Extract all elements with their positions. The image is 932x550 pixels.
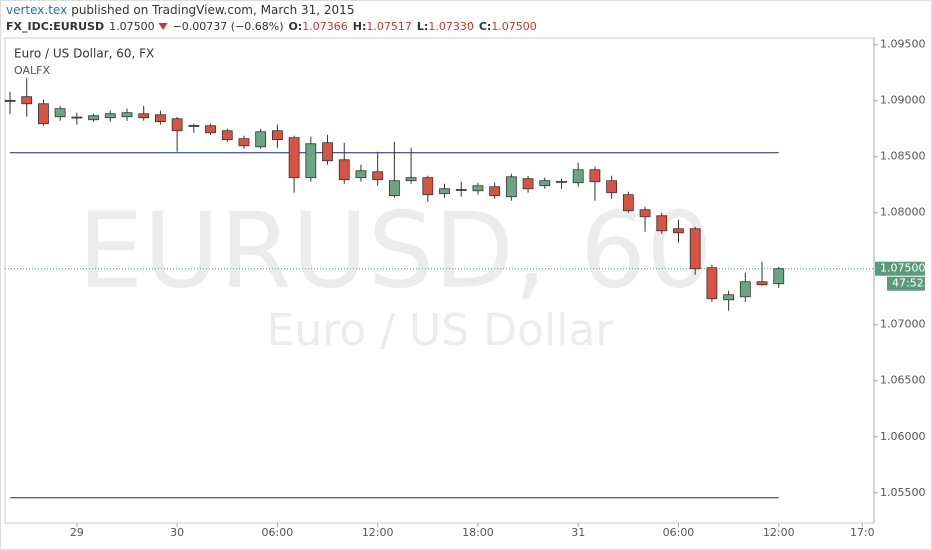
candle-body <box>522 178 534 190</box>
x-tick-label: 12:00 <box>362 526 394 539</box>
published: published on TradingView.com, March 31, … <box>71 3 354 17</box>
ohlc-value: 1.07517 <box>366 20 412 33</box>
candle-body <box>71 116 83 119</box>
last-price-label: 1.07500 <box>880 262 926 275</box>
candle-body <box>739 281 751 298</box>
x-tick-label: 12:00 <box>763 526 795 539</box>
candle-body <box>238 138 250 147</box>
header-line: vertex.tex published on TradingView.com, … <box>6 3 354 17</box>
ohlc-value: 1.07500 <box>491 20 537 33</box>
candle-body <box>205 125 216 134</box>
y-tick-label: 1.05500 <box>880 486 926 499</box>
x-tick-label: 18:00 <box>462 526 494 539</box>
candle-body <box>405 177 417 182</box>
candle-body <box>255 131 267 148</box>
ohlc-value: 1.07330 <box>428 20 474 33</box>
ohlc-value: 1.07366 <box>302 20 348 33</box>
ohlc-label: H: <box>353 20 367 33</box>
ohlc-label: O: <box>289 20 303 33</box>
y-tick-label: 1.09500 <box>880 38 926 51</box>
x-tick-label: 06:00 <box>262 526 294 539</box>
candle-body <box>171 118 183 132</box>
x-tick-label: 17:0 <box>850 526 875 539</box>
y-tick-label: 1.06000 <box>880 430 926 443</box>
candle-body <box>723 294 735 301</box>
x-axis-labels: 29 30 06:00 12:00 18:00 31 06:00 12:00 17:0 <box>70 526 875 539</box>
candle-body <box>104 113 116 119</box>
x-tick-label: 06:00 <box>663 526 695 539</box>
candle-body <box>4 99 16 102</box>
change: −0.00737 (−0.68%) <box>173 20 284 33</box>
symbol: FX_IDC:EURUSD <box>6 20 104 33</box>
candle-body <box>455 189 467 191</box>
candle-body <box>138 113 150 119</box>
candle-body <box>556 180 567 183</box>
candle-body <box>288 137 300 179</box>
watermark: Euro / US Dollar <box>267 305 615 356</box>
y-tick-label: 1.08000 <box>880 206 926 219</box>
ohlc-label: L: <box>417 20 428 33</box>
symbol-line: FX_IDC:EURUSD 1.07500 −0.00737 (−0.68%) O:1… <box>6 20 537 33</box>
candle-body <box>606 180 618 194</box>
last-price-box <box>875 261 925 276</box>
candle-body <box>38 103 49 125</box>
candle-body <box>622 194 634 212</box>
candle-body <box>656 215 668 232</box>
x-tick-label: 30 <box>170 526 184 539</box>
candle-body <box>756 281 768 286</box>
legend-source: OALFX <box>14 64 50 77</box>
y-tick-label: 1.08500 <box>880 150 926 163</box>
candle-body <box>88 115 99 121</box>
y-tick-label: 1.09000 <box>880 94 926 107</box>
down-arrow <box>158 23 168 30</box>
candle-body <box>121 112 133 118</box>
candle-body <box>338 159 350 181</box>
ohlc-label: C: <box>479 20 491 33</box>
candle-body <box>221 130 233 141</box>
candle-body <box>539 180 551 187</box>
candle-body <box>773 268 785 285</box>
candle-body <box>188 124 200 127</box>
candle-body <box>472 185 484 192</box>
candle-body <box>422 177 434 196</box>
last: 1.07500 <box>109 20 155 33</box>
candle-body <box>589 169 601 183</box>
countdown: 47:52 <box>892 277 924 290</box>
candle-body <box>271 130 283 141</box>
candle-body <box>489 186 501 197</box>
candle-body <box>505 176 517 198</box>
candle-body <box>689 228 701 270</box>
candle-body <box>305 143 317 179</box>
countdown-box <box>887 276 925 291</box>
candle-body <box>355 170 367 179</box>
y-tick-label: 1.07000 <box>880 318 926 331</box>
candle-body <box>673 228 684 234</box>
candle-body <box>372 171 384 181</box>
candle-body <box>21 96 33 105</box>
x-tick-label: 29 <box>70 526 84 539</box>
candle-body <box>639 209 651 218</box>
legend-title: Euro / US Dollar, 60, FX <box>14 47 154 61</box>
candle-body <box>439 188 450 195</box>
candle-body <box>572 169 584 184</box>
candle-body <box>155 114 166 123</box>
y-tick-label: 1.06500 <box>880 374 926 387</box>
candle-body <box>322 142 333 162</box>
candle-body <box>54 108 66 118</box>
candle-body <box>706 267 718 300</box>
author[interactable]: vertex.tex <box>6 3 67 17</box>
watermark: EURUSD, 60 <box>78 189 713 311</box>
candle-body <box>388 180 400 197</box>
x-tick-label: 31 <box>571 526 585 539</box>
